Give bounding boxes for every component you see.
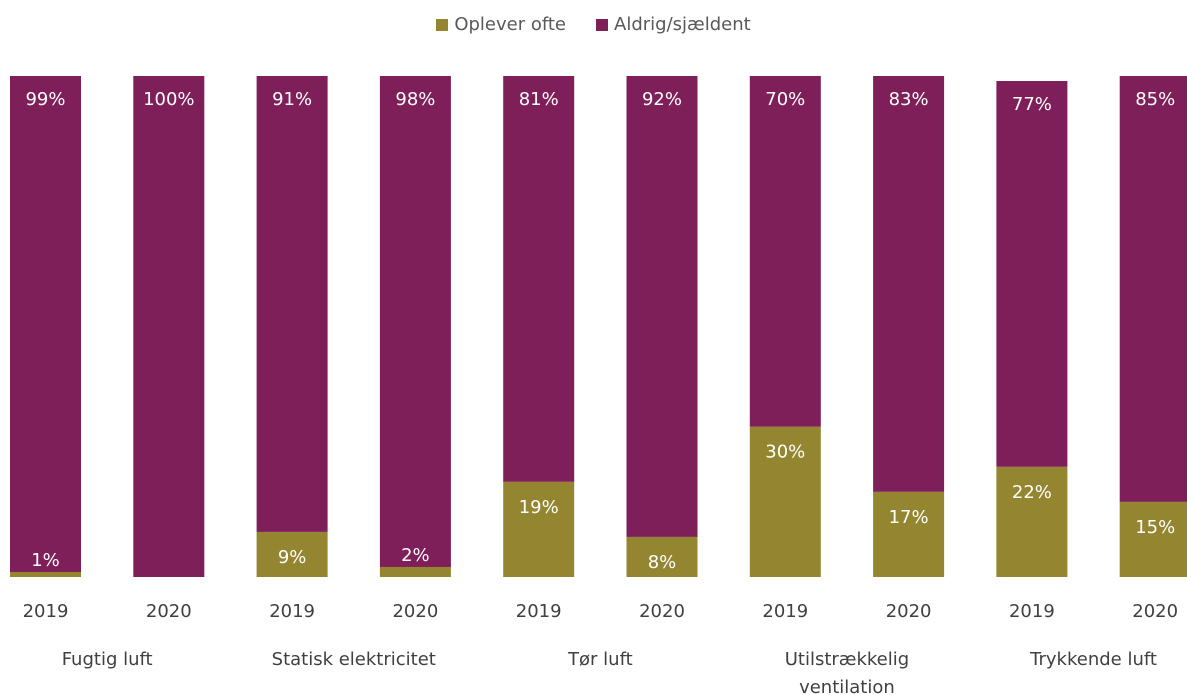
legend-swatch-aldrig [596, 18, 609, 31]
x-tick-label: 2019 [269, 601, 315, 622]
bar-segment-aldrig [256, 76, 328, 532]
legend-swatch-oplever-ofte [436, 18, 449, 31]
data-label-aldrig: 85% [1135, 89, 1175, 110]
bar-segment-aldrig [133, 76, 205, 577]
bar-segment-oplever-ofte [503, 481, 575, 577]
data-label-oplever-ofte: 2% [401, 545, 430, 566]
data-label-aldrig: 77% [1012, 94, 1052, 115]
bar-segment-aldrig [749, 76, 821, 427]
data-label-aldrig: 98% [395, 89, 435, 110]
data-label-oplever-ofte: 17% [889, 507, 929, 528]
data-label-oplever-ofte: 1% [31, 550, 60, 571]
x-tick-label: 2020 [392, 601, 438, 622]
bar-segment-aldrig [1119, 76, 1187, 502]
data-label-aldrig: 100% [143, 89, 194, 110]
bar-segment-oplever-ofte [873, 491, 945, 577]
data-label-oplever-ofte: 19% [519, 497, 559, 518]
bar-segment-oplever-ofte [749, 426, 821, 577]
data-label-oplever-ofte: 9% [278, 547, 307, 568]
bar-segment-aldrig [379, 76, 451, 567]
x-tick-label: 2020 [639, 601, 685, 622]
category-label: Fugtig luft [62, 649, 153, 670]
legend: Oplever ofte Aldrig/sjældent [0, 14, 1187, 35]
x-tick-label: 2019 [516, 601, 562, 622]
bar-segment-aldrig [503, 76, 575, 482]
legend-item-aldrig: Aldrig/sjældent [596, 14, 751, 35]
bar-segment-oplever-ofte [996, 466, 1068, 577]
category-label: Utilstrækkelig [785, 649, 909, 670]
x-tick-label: 2020 [1132, 601, 1178, 622]
x-tick-label: 2019 [762, 601, 808, 622]
data-label-aldrig: 81% [519, 89, 559, 110]
category-label: Trykkende luft [1029, 649, 1157, 670]
data-label-aldrig: 91% [272, 89, 312, 110]
data-label-oplever-ofte: 8% [648, 552, 677, 573]
bar-segment-oplever-ofte [256, 531, 328, 577]
legend-item-oplever-ofte: Oplever ofte [436, 14, 566, 35]
bar-segment-oplever-ofte [626, 536, 698, 577]
category-label: Tør luft [567, 649, 633, 670]
category-label: ventilation [799, 677, 895, 695]
bar-segment-oplever-ofte [379, 566, 451, 577]
data-label-aldrig: 83% [889, 89, 929, 110]
data-label-aldrig: 99% [25, 89, 65, 110]
x-tick-label: 2020 [886, 601, 932, 622]
data-label-aldrig: 70% [765, 89, 805, 110]
bar-segment-oplever-ofte [10, 571, 81, 577]
bar-segment-aldrig [873, 76, 945, 492]
data-label-oplever-ofte: 15% [1135, 517, 1175, 538]
x-tick-label: 2019 [23, 601, 69, 622]
x-tick-label: 2020 [146, 601, 192, 622]
legend-label-aldrig: Aldrig/sjældent [614, 14, 751, 35]
data-label-oplever-ofte: 22% [1012, 482, 1052, 503]
category-label: Statisk elektricitet [272, 649, 436, 670]
bar-segment-aldrig [10, 76, 81, 572]
data-label-oplever-ofte: 30% [765, 442, 805, 463]
x-tick-label: 2019 [1009, 601, 1055, 622]
bar-segment-aldrig [626, 76, 698, 537]
legend-label-oplever-ofte: Oplever ofte [454, 14, 567, 35]
bar-segment-aldrig [996, 81, 1068, 467]
bar-segment-oplever-ofte [1119, 501, 1187, 577]
data-label-aldrig: 92% [642, 89, 682, 110]
